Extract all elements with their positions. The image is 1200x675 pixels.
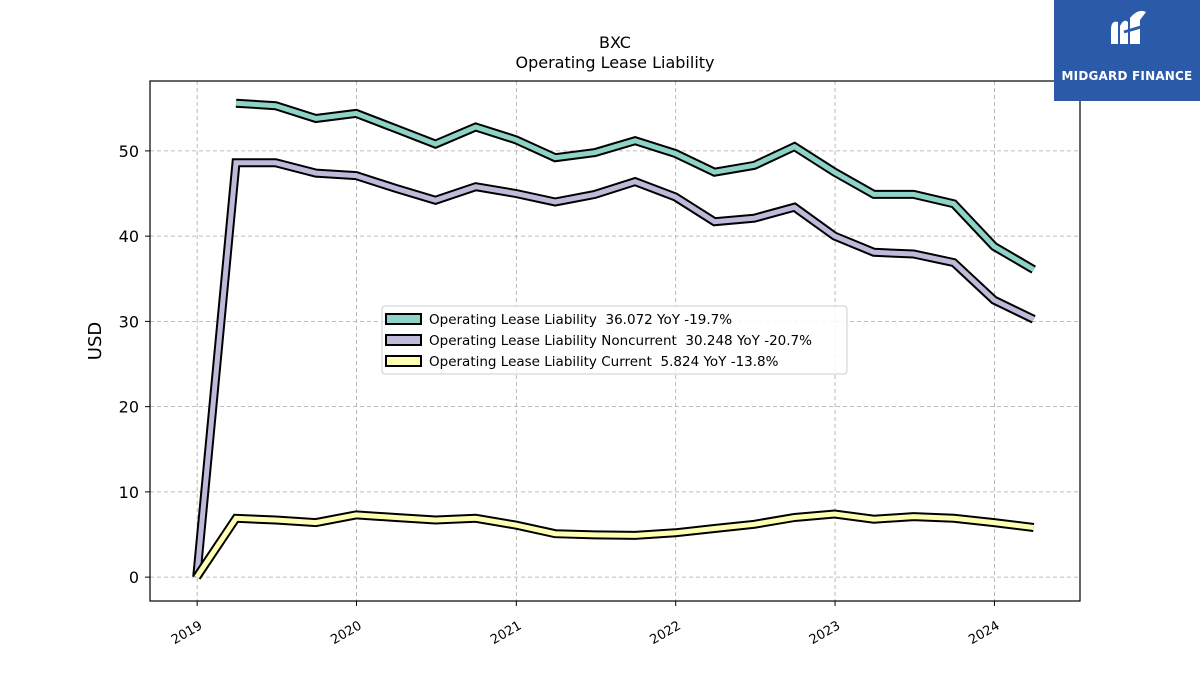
- data-point: [234, 160, 239, 165]
- series-1: [234, 98, 1036, 274]
- plot-frame: [149, 80, 1081, 602]
- data-point: [911, 192, 916, 197]
- data-point: [553, 200, 558, 205]
- data-point: [513, 523, 518, 528]
- data-point: [991, 520, 996, 525]
- data-point: [871, 250, 876, 255]
- legend-label: Operating Lease Liability Noncurrent 30.…: [429, 333, 812, 349]
- series-line: [235, 100, 1035, 272]
- data-point: [951, 260, 956, 265]
- data-point: [752, 163, 757, 168]
- legend-box: [381, 305, 848, 375]
- data-point: [991, 244, 996, 249]
- data-point: [234, 101, 239, 106]
- data-point: [313, 520, 318, 525]
- midgard-finance-logo: MIDGARD FINANCE: [1054, 0, 1200, 101]
- data-point: [592, 150, 597, 155]
- data-point: [1031, 267, 1036, 272]
- data-point: [633, 179, 638, 184]
- data-point: [553, 531, 558, 536]
- data-point: [273, 103, 278, 108]
- data-point: [313, 171, 318, 176]
- legend: Operating Lease Liability 36.072 YoY -19…: [381, 305, 848, 375]
- data-point: [273, 160, 278, 165]
- y-tick-label: 0: [129, 568, 139, 587]
- data-point: [832, 512, 837, 517]
- data-point: [673, 194, 678, 199]
- logo-mark-icon: [1111, 10, 1146, 44]
- data-point: [354, 512, 359, 517]
- data-point: [433, 518, 438, 523]
- y-tick-label: 30: [119, 312, 139, 331]
- series-line: [194, 160, 1035, 578]
- data-point: [592, 532, 597, 537]
- data-point: [1031, 525, 1036, 530]
- data-point: [673, 151, 678, 156]
- data-point: [871, 517, 876, 522]
- series-3: [192, 509, 1036, 580]
- data-point: [792, 205, 797, 210]
- data-point: [354, 173, 359, 178]
- y-tick-label: 10: [119, 483, 139, 502]
- data-point: [712, 219, 717, 224]
- chart-title: BXC: [599, 33, 631, 52]
- series-line: [194, 511, 1035, 579]
- logo-name: MIDGARD FINANCE: [1061, 69, 1193, 83]
- data-point: [393, 515, 398, 520]
- data-point: [951, 201, 956, 206]
- legend-swatch: [385, 334, 422, 346]
- y-tick-label: 40: [119, 227, 139, 246]
- legend-label: Operating Lease Liability 36.072 YoY -19…: [429, 312, 732, 328]
- legend-label: Operating Lease Liability Current 5.824 …: [429, 354, 779, 370]
- data-point: [712, 526, 717, 531]
- data-point: [752, 522, 757, 527]
- data-point: [871, 192, 876, 197]
- data-point: [1031, 317, 1036, 322]
- data-point: [234, 516, 239, 521]
- legend-swatch: [385, 355, 422, 367]
- data-point: [673, 530, 678, 535]
- data-point: [513, 137, 518, 142]
- data-point: [433, 142, 438, 147]
- data-point: [633, 533, 638, 538]
- data-point: [832, 170, 837, 175]
- data-point: [792, 144, 797, 149]
- data-point: [553, 155, 558, 160]
- data-point: [354, 111, 359, 116]
- data-point: [273, 518, 278, 523]
- data-point: [473, 516, 478, 521]
- data-point: [911, 514, 916, 519]
- data-point: [991, 298, 996, 303]
- data-point: [792, 515, 797, 520]
- series-2: [192, 158, 1036, 578]
- series-layer: [192, 98, 1036, 580]
- chart-subtitle: Operating Lease Liability: [515, 53, 714, 72]
- data-point: [433, 198, 438, 203]
- data-point: [951, 516, 956, 521]
- legend-swatch: [385, 313, 422, 325]
- data-point: [473, 184, 478, 189]
- data-point: [752, 216, 757, 221]
- data-point: [393, 186, 398, 191]
- data-point: [911, 252, 916, 257]
- y-tick-label: 20: [119, 398, 139, 417]
- y-axis-label: USD: [85, 322, 106, 360]
- data-point: [592, 192, 597, 197]
- data-point: [473, 125, 478, 130]
- data-point: [832, 234, 837, 239]
- data-point: [313, 116, 318, 121]
- data-point: [712, 170, 717, 175]
- y-tick-label: 50: [119, 142, 139, 161]
- data-point: [513, 191, 518, 196]
- data-point: [633, 138, 638, 143]
- data-point: [393, 126, 398, 131]
- data-point: [194, 575, 199, 580]
